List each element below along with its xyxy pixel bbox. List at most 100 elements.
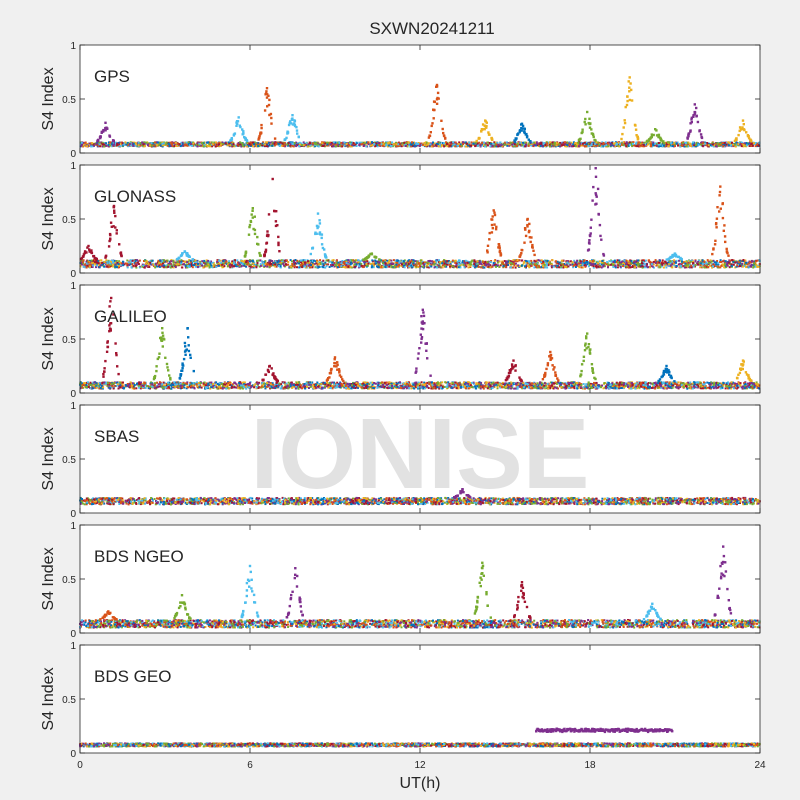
data-point [316, 144, 319, 147]
data-point [259, 144, 262, 147]
data-point [700, 136, 704, 140]
data-point [741, 126, 744, 129]
data-point [489, 264, 492, 267]
data-point [98, 266, 101, 269]
data-point [524, 141, 527, 144]
data-point [245, 139, 249, 143]
data-point [721, 142, 724, 145]
data-point [635, 141, 638, 144]
data-point [343, 144, 346, 147]
data-point [405, 142, 408, 145]
data-point [351, 144, 354, 147]
data-point [178, 143, 181, 146]
data-point [505, 260, 508, 263]
data-point [88, 259, 91, 262]
data-point [652, 141, 655, 144]
data-point [117, 142, 120, 144]
data-point [662, 140, 665, 143]
data-point [668, 143, 670, 146]
data-point [517, 132, 520, 135]
data-point [545, 264, 548, 267]
data-point [681, 260, 683, 263]
data-point [495, 143, 498, 146]
data-point [228, 260, 231, 263]
data-point [139, 142, 142, 144]
data-point [265, 90, 268, 93]
data-point [452, 141, 455, 144]
data-point [621, 260, 624, 263]
data-point [199, 262, 202, 265]
data-point [271, 260, 274, 262]
data-point [624, 142, 626, 145]
y-axis-label: S4 Index [40, 67, 57, 130]
data-point [687, 132, 690, 135]
data-point [80, 142, 83, 144]
data-point [723, 145, 726, 148]
data-point [201, 264, 204, 267]
data-point [468, 143, 471, 145]
data-point [743, 142, 746, 145]
data-point [605, 263, 608, 266]
data-point [291, 144, 294, 147]
data-point [428, 261, 431, 264]
data-point [580, 142, 583, 145]
data-point [311, 142, 314, 145]
data-point [525, 134, 529, 138]
data-point [96, 139, 99, 142]
data-point [288, 121, 291, 125]
data-point [698, 129, 701, 132]
data-point [411, 141, 413, 144]
data-point [725, 143, 728, 146]
data-point [650, 135, 653, 139]
data-point [413, 144, 416, 147]
data-point [579, 137, 582, 140]
data-point [348, 141, 351, 144]
data-point [244, 143, 247, 146]
data-point [230, 138, 234, 141]
data-point [284, 138, 287, 141]
data-point [555, 142, 558, 145]
data-point [121, 142, 124, 145]
data-point [518, 129, 522, 132]
data-point [435, 85, 439, 88]
data-point [568, 145, 571, 148]
data-point [90, 145, 93, 148]
data-point [659, 145, 662, 148]
data-point [266, 144, 269, 147]
data-point [473, 141, 475, 144]
data-point [228, 143, 231, 145]
data-point [165, 143, 168, 146]
data-point [689, 145, 692, 147]
data-point [186, 144, 189, 147]
data-point [229, 144, 232, 147]
data-point [397, 144, 400, 147]
data-point [436, 96, 439, 100]
data-point [207, 144, 210, 147]
data-point [293, 124, 297, 128]
data-point [600, 145, 603, 148]
data-point [559, 143, 562, 146]
data-point [699, 133, 703, 136]
data-point [382, 142, 385, 145]
data-point [584, 117, 587, 121]
data-point [294, 265, 296, 268]
data-point [229, 139, 232, 142]
data-point [572, 141, 575, 144]
data-point [686, 142, 689, 145]
data-point [512, 144, 515, 147]
data-point [430, 145, 433, 148]
data-point [99, 145, 102, 148]
data-point [371, 259, 374, 262]
data-point [367, 262, 370, 265]
data-point [742, 123, 745, 126]
data-point [485, 125, 488, 128]
data-point [576, 141, 579, 144]
data-point [637, 145, 640, 148]
data-point [707, 142, 710, 145]
data-point [341, 142, 344, 145]
data-point [175, 144, 178, 147]
data-point [515, 137, 518, 140]
data-point [270, 122, 273, 125]
data-point [344, 144, 347, 147]
data-point [365, 144, 368, 147]
